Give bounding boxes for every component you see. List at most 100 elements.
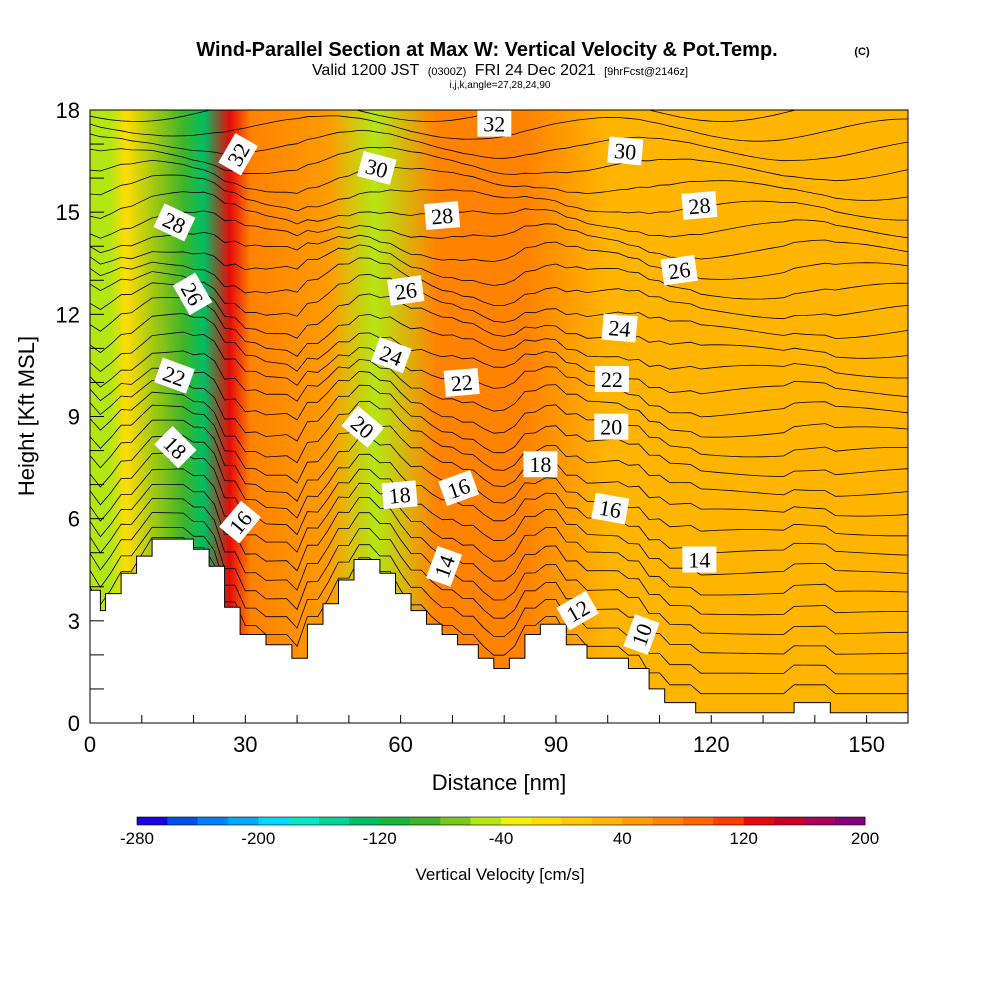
forecast-info: [9hrFcst@2146z] xyxy=(604,66,688,78)
theta-contour-line xyxy=(90,367,908,458)
colorbar-swatch xyxy=(197,817,229,825)
x-tick-label: 90 xyxy=(544,732,568,757)
theta-contour-line xyxy=(90,159,908,201)
contour-label-text: 14 xyxy=(688,548,710,573)
valid-date: FRI 24 Dec 2021 xyxy=(475,62,596,79)
colorbar-swatch xyxy=(592,817,623,825)
contour-label-24: 14 xyxy=(682,546,717,573)
theta-contour-line xyxy=(90,526,908,675)
x-tick-label: 0 xyxy=(84,732,96,757)
theta-contour-line xyxy=(90,497,908,635)
colorbar-label: -280 xyxy=(120,829,154,848)
colorbar-title: Vertical Velocity [cm/s] xyxy=(415,865,584,884)
theta-contour-line xyxy=(90,404,908,517)
contour-label-text: 16 xyxy=(597,495,623,523)
colorbar-swatch xyxy=(561,817,593,825)
colorbar-swatch xyxy=(622,817,653,825)
contour-label-text: 24 xyxy=(608,315,632,342)
contour-label-text: 22 xyxy=(601,367,623,392)
y-tick-label: 3 xyxy=(68,609,80,634)
colorbar-swatch xyxy=(379,817,411,825)
colorbar-label: -200 xyxy=(241,829,275,848)
contour-label-text: 26 xyxy=(667,257,692,285)
theta-contour-line xyxy=(90,210,908,260)
contour-label-26: 10 xyxy=(623,614,660,655)
contour-label-15: 32 xyxy=(477,110,512,137)
colorbar-swatch xyxy=(713,817,744,825)
theta-contour-line xyxy=(90,282,908,359)
colorbar-swatch xyxy=(228,817,259,825)
contour-label-text: 18 xyxy=(529,452,551,477)
contour-label-text: 32 xyxy=(483,112,505,137)
theta-contour-line xyxy=(90,313,908,397)
theta-contour-line xyxy=(90,115,908,142)
colorbar-swatch xyxy=(137,817,168,825)
contour-label-6: 30 xyxy=(357,150,397,185)
contour-label-18: 26 xyxy=(660,254,698,286)
colorbar-swatch xyxy=(258,817,289,825)
contour-label-11: 22 xyxy=(443,367,480,397)
x-axis: 0 30 60 90 120 150 xyxy=(84,715,885,757)
contour-label-text: 20 xyxy=(600,415,622,440)
contour-label-text: 18 xyxy=(388,482,412,509)
colorbar-swatch xyxy=(774,817,805,825)
colorbar-swatch xyxy=(167,817,198,825)
colorbar-swatch xyxy=(470,817,502,825)
colorbar-swatch xyxy=(410,817,441,825)
y-tick-label: 18 xyxy=(56,98,80,123)
theta-contour-line xyxy=(90,380,908,478)
contour-label-19: 24 xyxy=(601,313,638,343)
section-indices: i,j,k,angle=27,28,24,90 xyxy=(450,80,551,91)
theta-contour-line xyxy=(90,244,908,300)
contour-label-3: 22 xyxy=(153,357,195,394)
y-tick-label: 0 xyxy=(68,711,80,736)
contour-label-23: 16 xyxy=(591,492,630,525)
theta-contour-line xyxy=(90,468,908,596)
theta-contour-line xyxy=(90,297,908,379)
contour-label-text: 28 xyxy=(430,203,454,230)
colorbar-swatch xyxy=(804,817,835,825)
y-axis-label: Height [Kft MSL] xyxy=(14,336,39,496)
theta-contour-line xyxy=(90,350,908,438)
theta-contour-line xyxy=(90,271,908,339)
colorbar-swatch xyxy=(319,817,350,825)
x-tick-label: 120 xyxy=(693,732,730,757)
contour-label-17: 28 xyxy=(681,190,718,220)
theta-contour-line xyxy=(90,231,908,280)
theta-contours xyxy=(90,110,908,695)
colorbar-swatch xyxy=(349,817,380,825)
contour-label-12: 18 xyxy=(381,480,418,510)
y-tick-label: 6 xyxy=(68,507,80,532)
y-tick-label: 12 xyxy=(56,302,80,327)
contour-label-text: 22 xyxy=(450,369,474,396)
theta-contour-line xyxy=(90,257,908,320)
colorbar-label: 120 xyxy=(730,829,758,848)
contour-label-text: 30 xyxy=(613,138,637,165)
theta-contour-line xyxy=(90,451,908,576)
contour-label-8: 26 xyxy=(387,275,425,306)
colorbar-label: 200 xyxy=(851,829,879,848)
chart-title: Wind-Parallel Section at Max W: Vertical… xyxy=(196,39,777,61)
theta-contour-line xyxy=(90,512,908,655)
colorbar-swatch xyxy=(834,817,866,825)
theta-contour-line xyxy=(90,391,908,497)
y-tick-label: 9 xyxy=(68,405,80,430)
theta-contour-line xyxy=(90,146,908,182)
contour-label-21: 20 xyxy=(594,413,629,440)
colorbar-swatch xyxy=(531,817,562,825)
theta-contour-line xyxy=(90,435,908,556)
contour-label-16: 30 xyxy=(607,136,644,166)
chart-title-unit: (C) xyxy=(854,46,870,58)
colorbar-swatch xyxy=(440,817,471,825)
colorbar-label: 40 xyxy=(613,829,632,848)
x-axis-label: Distance [nm] xyxy=(432,770,567,795)
terrain xyxy=(89,538,909,724)
colorbar-label: -120 xyxy=(363,829,397,848)
colorbar-swatch xyxy=(501,817,532,825)
x-tick-label: 60 xyxy=(388,732,412,757)
theta-contour-line xyxy=(90,419,908,537)
y-axis: 0 3 6 9 12 15 18 xyxy=(56,98,104,736)
